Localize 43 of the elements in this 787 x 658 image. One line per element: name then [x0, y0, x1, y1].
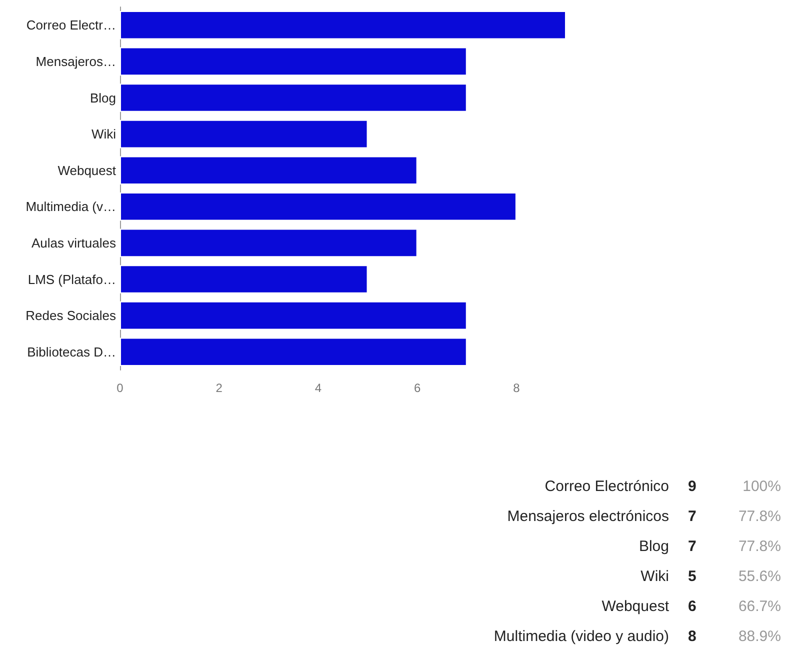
category-label: Webquest: [602, 598, 669, 615]
category-label: Blog: [638, 538, 669, 555]
bar: [120, 192, 516, 221]
data-label: 6: [688, 598, 696, 615]
x-tick-label: 2: [216, 381, 223, 395]
y-tick-label: Correo Electr…: [26, 18, 116, 33]
bar: [120, 338, 467, 366]
bar: [120, 47, 467, 76]
data-label: 88.9%: [738, 628, 781, 645]
y-tick-label: Mensajeros…: [36, 54, 116, 69]
data-label: 9: [688, 478, 696, 495]
category-label: Wiki: [640, 568, 669, 585]
y-tick-label: Redes Sociales: [26, 308, 116, 324]
data-label: 77.8%: [738, 538, 781, 555]
data-label: 100%: [742, 478, 781, 495]
bar: [120, 156, 418, 185]
data-label: 8: [688, 628, 696, 645]
bar: [120, 120, 368, 148]
data-label: 7: [688, 508, 696, 525]
x-tick-label: 6: [414, 381, 421, 395]
y-tick-label: Webquest: [58, 162, 116, 178]
y-tick-label: Blog: [90, 90, 116, 106]
data-label: 55.6%: [738, 568, 781, 585]
y-tick-label: Multimedia (v…: [26, 199, 116, 214]
x-tick-label: 8: [513, 381, 520, 395]
data-label: 66.7%: [738, 598, 781, 615]
bar: [120, 84, 467, 112]
bar: [120, 228, 418, 258]
bar: [120, 301, 467, 330]
y-tick-label: LMS (Platafo…: [28, 272, 116, 287]
category-label: Mensajeros electrónicos: [507, 508, 669, 525]
category-label: Correo Electrónico: [544, 478, 669, 495]
data-label: 77.8%: [738, 508, 781, 525]
y-tick-label: Wiki: [91, 126, 116, 142]
x-tick-label: 4: [314, 381, 322, 395]
y-tick-label: Bibliotecas D…: [27, 344, 116, 360]
category-label: Multimedia (video y audio): [494, 628, 669, 645]
data-label: 5: [688, 568, 696, 585]
data-label: 7: [688, 538, 696, 555]
bar: [120, 10, 566, 40]
x-tick-label: 0: [116, 381, 124, 395]
bar: [120, 265, 368, 294]
y-tick-label: Aulas virtuales: [31, 235, 116, 250]
